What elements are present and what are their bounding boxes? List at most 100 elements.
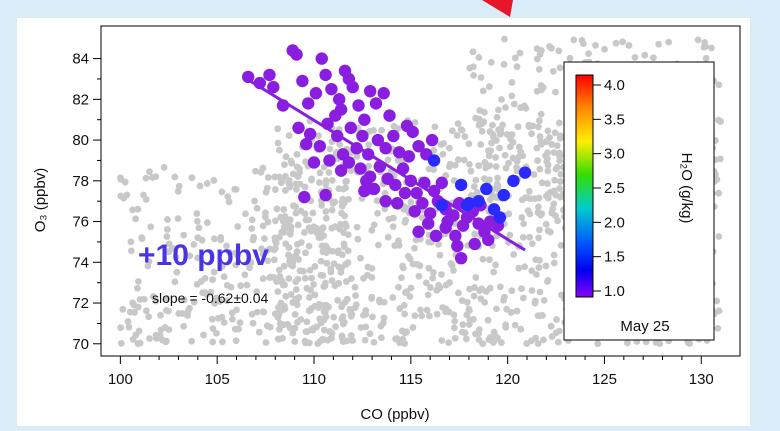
- background-point: [273, 205, 281, 213]
- background-point: [465, 140, 473, 148]
- background-point: [536, 133, 544, 140]
- background-point: [325, 169, 333, 176]
- background-point: [329, 200, 337, 207]
- data-point: [276, 99, 290, 112]
- data-point: [396, 162, 410, 175]
- background-point: [309, 209, 317, 217]
- background-point: [398, 274, 405, 282]
- background-point: [480, 108, 488, 116]
- background-point: [262, 188, 270, 196]
- background-point: [124, 318, 132, 325]
- background-point: [486, 334, 494, 341]
- background-point: [209, 325, 217, 332]
- background-point: [129, 206, 136, 214]
- background-point: [274, 288, 282, 296]
- background-point: [231, 185, 239, 193]
- background-point: [715, 81, 723, 89]
- increment-annotation: +10 ppbv: [138, 239, 269, 272]
- background-point: [306, 266, 314, 274]
- background-point: [558, 291, 565, 299]
- background-point: [494, 174, 502, 182]
- background-point: [540, 336, 547, 344]
- background-point: [516, 49, 524, 57]
- background-point: [120, 194, 128, 202]
- background-point: [305, 294, 313, 301]
- background-point: [233, 306, 240, 314]
- background-point: [271, 237, 279, 245]
- background-point: [301, 183, 309, 191]
- background-point: [416, 262, 424, 270]
- data-point: [379, 142, 392, 155]
- data-point: [253, 76, 266, 90]
- background-point: [544, 190, 552, 198]
- background-point: [486, 256, 493, 264]
- data-point: [482, 233, 495, 247]
- background-point: [501, 35, 508, 43]
- background-point: [174, 215, 182, 222]
- background-point: [286, 182, 294, 189]
- background-point: [509, 138, 517, 146]
- background-point: [475, 336, 483, 344]
- background-point: [286, 216, 294, 224]
- background-point: [518, 285, 525, 293]
- x-tick-label: 130: [689, 371, 714, 388]
- background-point: [533, 45, 541, 53]
- background-point: [389, 294, 397, 301]
- background-point: [308, 274, 315, 282]
- background-point: [485, 152, 493, 160]
- data-point: [346, 80, 359, 94]
- data-point: [454, 252, 468, 265]
- background-point: [180, 296, 188, 304]
- background-point: [436, 251, 444, 259]
- y-axis-label: O₃ (ppbv): [32, 168, 49, 232]
- background-point: [500, 296, 507, 304]
- background-point: [370, 338, 378, 346]
- background-point: [297, 239, 305, 246]
- background-point: [134, 303, 142, 311]
- background-point: [294, 221, 302, 229]
- background-point: [411, 312, 419, 320]
- background-point: [656, 340, 664, 347]
- background-point: [376, 298, 383, 306]
- background-point: [407, 284, 415, 292]
- data-point: [360, 174, 373, 188]
- background-point: [346, 305, 354, 313]
- data-point: [319, 188, 332, 202]
- background-point: [142, 307, 150, 315]
- background-point: [488, 139, 495, 147]
- data-point: [332, 93, 346, 106]
- background-point: [715, 189, 723, 197]
- background-point: [251, 197, 258, 205]
- background-point: [344, 247, 352, 255]
- background-point: [329, 247, 336, 255]
- background-point: [220, 273, 228, 281]
- data-point: [460, 199, 474, 212]
- background-point: [450, 311, 458, 319]
- background-point: [510, 251, 518, 258]
- background-point: [243, 281, 251, 289]
- background-point: [477, 141, 485, 148]
- background-point: [556, 157, 564, 165]
- background-point: [287, 157, 295, 165]
- background-point: [117, 324, 125, 332]
- data-point: [356, 129, 369, 143]
- data-point: [387, 129, 400, 143]
- background-point: [246, 264, 253, 272]
- background-point: [423, 306, 431, 314]
- background-point: [486, 284, 494, 292]
- slope-annotation: slope = -0.62±0.04: [152, 290, 268, 306]
- background-point: [353, 223, 361, 231]
- background-point: [513, 307, 521, 315]
- background-point: [544, 227, 552, 235]
- data-point: [497, 188, 510, 202]
- background-point: [210, 268, 218, 276]
- background-point: [536, 165, 544, 173]
- background-point: [362, 311, 370, 318]
- background-point: [433, 310, 441, 318]
- background-point: [289, 329, 297, 337]
- background-point: [438, 337, 446, 344]
- background-point: [160, 163, 168, 171]
- background-point: [401, 310, 409, 318]
- background-point: [547, 322, 555, 330]
- data-point: [480, 182, 493, 196]
